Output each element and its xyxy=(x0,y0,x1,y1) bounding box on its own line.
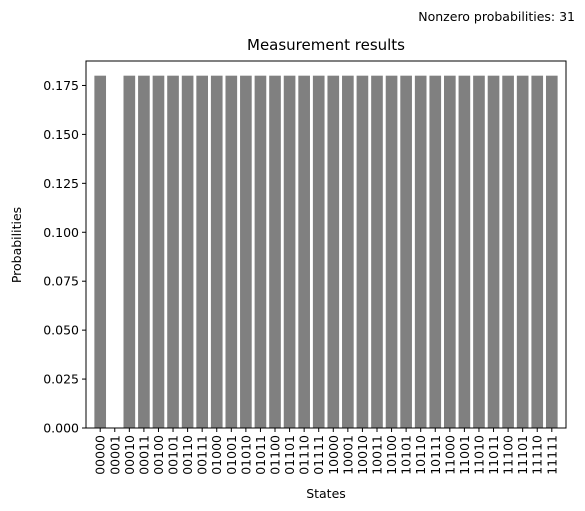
bar-11101 xyxy=(516,75,529,429)
y-tick-label: 0.075 xyxy=(43,274,79,289)
y-tick-label: 0.175 xyxy=(43,78,79,93)
x-tick-label: 10010 xyxy=(355,435,370,475)
bar-10000 xyxy=(327,75,340,429)
bar-11111 xyxy=(545,75,558,429)
bar-00010 xyxy=(123,75,136,429)
x-tick-label: 00001 xyxy=(107,435,122,475)
y-tick-label: 0.050 xyxy=(43,323,79,338)
bar-11010 xyxy=(473,75,485,429)
bar-10010 xyxy=(356,75,369,429)
bar-10011 xyxy=(371,75,383,429)
plot-frame xyxy=(85,60,567,429)
bar-11100 xyxy=(502,75,514,429)
bar-10101 xyxy=(400,75,412,429)
x-tick-label: 10110 xyxy=(413,435,428,475)
bar-10110 xyxy=(414,75,427,429)
x-tick-label: 00011 xyxy=(136,435,151,475)
bar-00100 xyxy=(152,75,165,429)
bar-01100 xyxy=(269,75,281,429)
x-axis-label: States xyxy=(306,486,346,501)
x-tick-label: 11100 xyxy=(501,435,516,475)
bar-01111 xyxy=(312,75,325,429)
x-tick-label: 00100 xyxy=(151,435,166,475)
bar-01000 xyxy=(210,75,223,429)
x-tick-label: 11110 xyxy=(530,435,545,475)
nonzero-annotation: Nonzero probabilities: 31 xyxy=(418,9,575,24)
bar-01001 xyxy=(225,75,238,429)
x-tick-label: 01111 xyxy=(311,435,326,475)
x-tick-label: 00010 xyxy=(122,435,137,475)
bar-11011 xyxy=(487,75,500,429)
x-tick-label: 11011 xyxy=(486,435,501,475)
x-tick-label: 10101 xyxy=(399,435,414,475)
x-tick-label: 10011 xyxy=(369,435,384,475)
x-tick-label: 01101 xyxy=(282,435,297,475)
x-tick-label: 11001 xyxy=(457,435,472,475)
y-tick-label: 0.150 xyxy=(43,127,79,142)
bar-01010 xyxy=(240,75,252,429)
bar-00110 xyxy=(181,75,194,429)
x-tick-label: 01001 xyxy=(224,435,239,475)
x-tick-label: 10001 xyxy=(340,435,355,475)
bar-00101 xyxy=(167,75,179,429)
x-tick-label: 01100 xyxy=(268,435,283,475)
x-tick-label: 10000 xyxy=(326,435,341,475)
bar-11001 xyxy=(458,75,471,429)
bar-11110 xyxy=(531,75,544,429)
x-tick-label: 00110 xyxy=(180,435,195,475)
x-tick-label: 11111 xyxy=(544,435,559,475)
x-tick-label: 11010 xyxy=(471,435,486,475)
bar-00111 xyxy=(196,75,209,429)
bar-01110 xyxy=(298,75,310,429)
x-tick-label: 00101 xyxy=(166,435,181,475)
y-axis-label: Probabilities xyxy=(9,207,24,283)
bar-01101 xyxy=(283,75,296,429)
y-tick-label: 0.025 xyxy=(43,372,79,387)
x-tick-label: 01110 xyxy=(297,435,312,475)
bar-11000 xyxy=(443,75,456,429)
x-tick-label: 00000 xyxy=(93,435,108,475)
bar-01011 xyxy=(254,75,267,429)
bar-10111 xyxy=(429,75,442,429)
x-tick-label: 01011 xyxy=(253,435,268,475)
chart-title: Measurement results xyxy=(247,36,405,54)
bar-10001 xyxy=(342,75,354,429)
x-tick-label: 10111 xyxy=(428,435,443,475)
y-tick-label: 0.000 xyxy=(43,421,79,436)
bar-10100 xyxy=(385,75,398,429)
x-tick-label: 11000 xyxy=(442,435,457,475)
x-tick-label: 01000 xyxy=(209,435,224,475)
x-tick-label: 01010 xyxy=(238,435,253,475)
y-tick-label: 0.100 xyxy=(43,225,79,240)
y-tick-label: 0.125 xyxy=(43,176,79,191)
x-tick-label: 10100 xyxy=(384,435,399,475)
x-tick-label: 00111 xyxy=(195,435,210,475)
x-tick-label: 11101 xyxy=(515,435,530,475)
bar-00000 xyxy=(94,75,107,429)
bar-00011 xyxy=(138,75,150,429)
